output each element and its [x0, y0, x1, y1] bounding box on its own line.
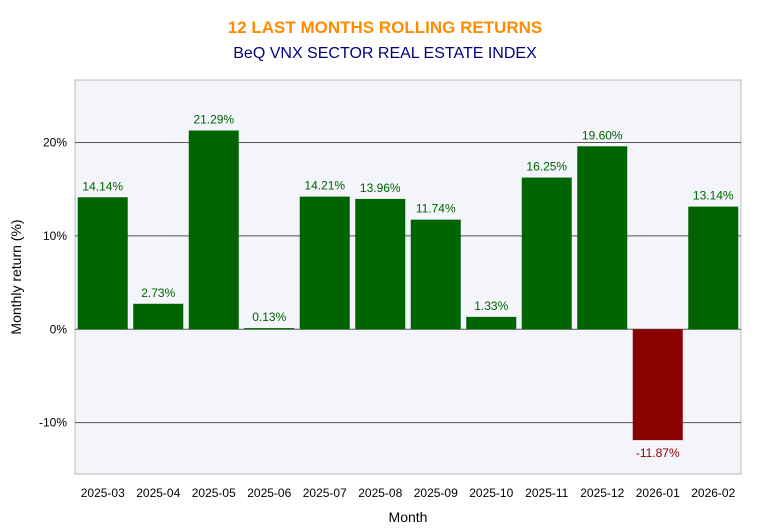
data-label: 0.13% — [252, 310, 286, 324]
data-label: 16.25% — [526, 160, 567, 174]
bar — [688, 206, 739, 330]
data-label: -11.87% — [636, 446, 680, 460]
plot-background — [74, 79, 742, 475]
x-tick-label: 2025-04 — [136, 486, 180, 500]
x-tick-label: 2025-12 — [580, 486, 624, 500]
bar — [466, 316, 517, 330]
bar — [355, 198, 406, 330]
data-label: 21.29% — [193, 113, 234, 127]
y-axis-label: Monthly return (%) — [8, 219, 24, 334]
x-tick-label: 2025-06 — [247, 486, 291, 500]
bar — [577, 146, 628, 330]
y-tick-label: 10% — [43, 229, 67, 243]
bar — [77, 197, 128, 330]
y-tick-label: 20% — [43, 136, 67, 150]
data-label: 14.21% — [304, 179, 345, 193]
x-tick-label: 2025-05 — [192, 486, 236, 500]
x-tick-label: 2026-02 — [691, 486, 735, 500]
bar — [244, 328, 295, 330]
x-tick-label: 2026-01 — [636, 486, 680, 500]
data-label: 19.60% — [582, 128, 623, 142]
x-tick-label: 2025-03 — [81, 486, 125, 500]
y-tick-label: -10% — [39, 416, 67, 430]
x-tick-label: 2025-09 — [414, 486, 458, 500]
data-label: 2.73% — [141, 286, 175, 300]
bar — [410, 219, 461, 330]
bar — [188, 130, 239, 330]
y-tick-label: 0% — [50, 322, 68, 336]
bar — [299, 196, 350, 330]
x-tick-label: 2025-07 — [303, 486, 347, 500]
chart-title: 12 LAST MONTHS ROLLING RETURNS — [227, 18, 543, 37]
bar — [632, 329, 683, 441]
data-label: 1.33% — [474, 299, 508, 313]
x-tick-label: 2025-11 — [525, 486, 568, 500]
data-label: 13.14% — [693, 189, 734, 203]
data-label: 14.14% — [82, 179, 123, 193]
x-tick-label: 2025-08 — [358, 486, 402, 500]
x-axis-label: Month — [389, 509, 428, 525]
x-tick-label: 2025-10 — [469, 486, 513, 500]
data-label: 11.74% — [416, 202, 456, 216]
data-label: 13.96% — [360, 181, 401, 195]
bar — [521, 177, 572, 330]
bar — [133, 303, 184, 330]
chart-subtitle: BeQ VNX SECTOR REAL ESTATE INDEX — [233, 45, 537, 62]
